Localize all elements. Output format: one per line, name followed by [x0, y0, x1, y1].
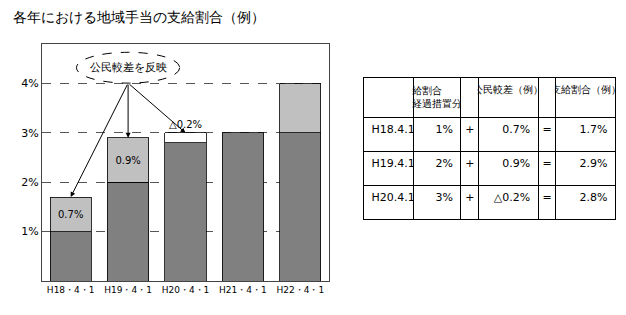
svg-text:△0.2%: △0.2% — [494, 191, 530, 204]
svg-text:0.7%: 0.7% — [58, 209, 83, 220]
svg-text:H22・4・1: H22・4・1 — [276, 285, 324, 295]
svg-text:4%: 4% — [21, 77, 38, 90]
svg-text:=: = — [542, 191, 551, 204]
svg-text:1%: 1% — [21, 225, 38, 238]
svg-text:H19・4・1: H19・4・1 — [104, 285, 152, 295]
svg-text:△0.2%: △0.2% — [169, 119, 202, 130]
svg-text:公民較差を反映: 公民較差を反映 — [90, 61, 167, 74]
svg-text:3%: 3% — [436, 191, 453, 204]
svg-text:H18・4・1: H18・4・1 — [47, 285, 95, 295]
svg-text:各年における地域手当の支給割合（例）: 各年における地域手当の支給割合（例） — [13, 9, 265, 25]
svg-text:H19.4.1: H19.4.1 — [371, 157, 414, 170]
svg-text:支給割合（例）: 支給割合（例） — [555, 84, 617, 95]
svg-text:+: + — [465, 157, 474, 170]
svg-text:3%: 3% — [21, 127, 38, 140]
svg-text:支給割合（経過措置分）: 支給割合（経過措置分） — [413, 85, 462, 109]
svg-text:=: = — [542, 157, 551, 170]
svg-text:H20.4.1: H20.4.1 — [371, 191, 414, 204]
svg-text:H20・4・1: H20・4・1 — [162, 285, 210, 295]
svg-text:+: + — [465, 191, 474, 204]
svg-text:+: + — [465, 123, 474, 136]
svg-text:=: = — [542, 123, 551, 136]
svg-text:0.9%: 0.9% — [115, 155, 140, 166]
svg-text:公民較差（例）: 公民較差（例） — [478, 84, 540, 95]
svg-text:0.9%: 0.9% — [502, 157, 530, 170]
svg-text:1.7%: 1.7% — [579, 123, 607, 136]
svg-text:2%: 2% — [21, 176, 38, 189]
svg-text:2.9%: 2.9% — [579, 157, 607, 170]
svg-text:2%: 2% — [436, 157, 453, 170]
svg-text:H18.4.1: H18.4.1 — [371, 123, 414, 136]
svg-text:H21・4・1: H21・4・1 — [219, 285, 267, 295]
svg-text:2.8%: 2.8% — [579, 191, 607, 204]
svg-text:0.7%: 0.7% — [502, 123, 530, 136]
svg-text:1%: 1% — [436, 123, 453, 136]
